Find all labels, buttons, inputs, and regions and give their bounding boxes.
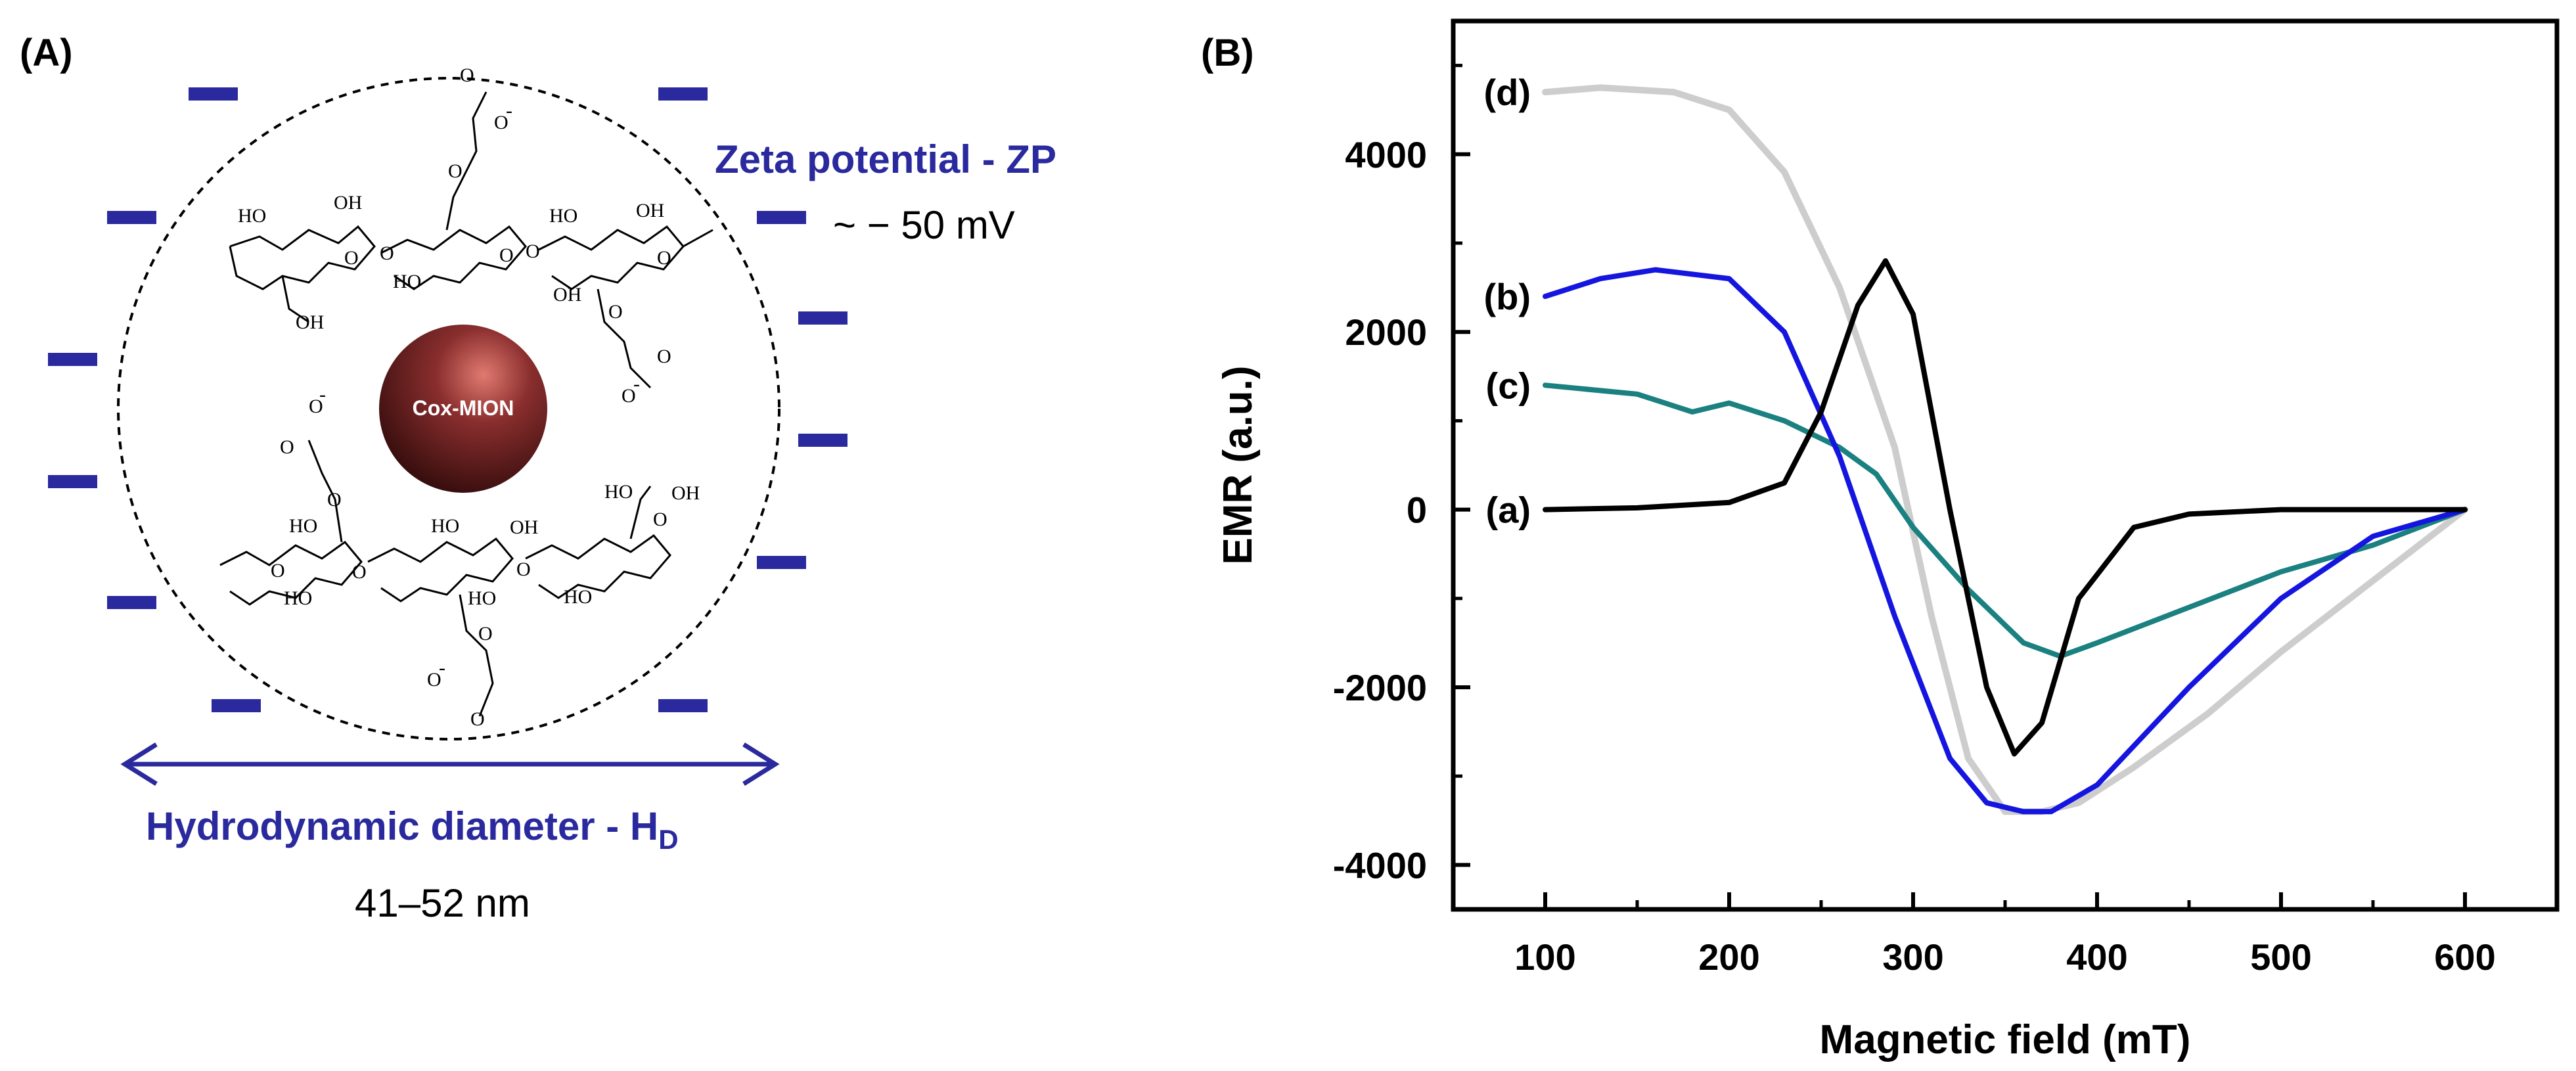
charge-minus-icon — [757, 556, 806, 569]
charge-minus-icon — [798, 311, 847, 325]
series-layer — [1542, 84, 2468, 815]
core-sphere — [379, 325, 547, 493]
svg-text:O: O — [657, 346, 671, 367]
charge-minus-icon — [798, 434, 847, 447]
series-c-label: (c) — [1486, 365, 1531, 406]
series-a-line — [1543, 258, 2468, 757]
svg-text:HO: HO — [284, 587, 312, 609]
svg-text:O: O — [280, 436, 294, 458]
svg-text:O: O — [621, 385, 636, 407]
svg-text:O: O — [380, 242, 394, 264]
core-label: Cox-MION — [413, 396, 514, 420]
emr-chart: 100 200 300 400 500 600 -4000 -2000 0 2000 4000 (a… — [1215, 18, 2560, 1062]
hd-value: 41–52 nm — [355, 881, 530, 925]
svg-text:-: - — [319, 384, 326, 405]
svg-text:O: O — [608, 301, 623, 323]
negative-charges — [48, 87, 847, 712]
svg-text:HO: HO — [431, 515, 459, 537]
y-tick-label: 2000 — [1345, 311, 1427, 353]
lower-dextran-chain — [219, 440, 671, 717]
panel-b-label: (B) — [1201, 32, 1254, 74]
svg-text:HO: HO — [549, 205, 577, 227]
charge-minus-icon — [189, 87, 238, 101]
svg-text:O: O — [653, 509, 667, 530]
hd-arrow-right-icon — [742, 742, 780, 786]
svg-text:O: O — [499, 244, 514, 266]
plot-frame — [1451, 18, 2560, 912]
y-tick-label: -2000 — [1333, 667, 1427, 708]
svg-text:O: O — [344, 247, 359, 269]
x-tick-label: 100 — [1514, 936, 1575, 978]
series-d-label: (d) — [1483, 72, 1531, 113]
series-a-label: (a) — [1486, 490, 1531, 531]
panel-b: (B) 100 200 300 400 500 600 -4000 -2000 0 2000 400… — [1201, 18, 2560, 1062]
svg-text:O: O — [448, 160, 463, 182]
svg-text:HO: HO — [604, 481, 633, 503]
svg-text:O: O — [470, 708, 485, 730]
svg-text:-: - — [633, 373, 640, 395]
svg-text:HO: HO — [393, 271, 421, 292]
svg-text:O: O — [352, 561, 367, 583]
svg-text:OH: OH — [334, 192, 362, 214]
series-labels: (a) (b) (c) (d) — [1483, 72, 1531, 530]
panel-a: (A) Zeta potential - ZP ~ − 50 mV Cox-MI… — [20, 32, 1056, 925]
upper-dextran-chain — [229, 91, 713, 389]
series-c-line — [1543, 382, 2468, 659]
axis-ticks: 100 200 300 400 500 600 -4000 -2000 0 2000 4000 — [1333, 64, 2559, 978]
hd-arrow-left-icon — [120, 742, 158, 786]
svg-text:OH: OH — [296, 311, 324, 333]
y-tick-label: 0 — [1407, 490, 1427, 531]
panel-a-label: (A) — [20, 32, 73, 74]
y-axis-label: EMR (a.u.) — [1215, 365, 1261, 564]
x-axis-label: Magnetic field (mT) — [1820, 1017, 2191, 1062]
svg-text:O: O — [494, 112, 508, 133]
lower-chain-text: O - O O O HO HO O HO OH HO O HO HO O OH … — [271, 384, 700, 730]
x-tick-label: 500 — [2250, 936, 2311, 978]
x-tick-label: 600 — [2434, 936, 2495, 978]
svg-text:O: O — [526, 240, 540, 262]
charge-minus-icon — [107, 211, 156, 224]
series-b-line — [1543, 267, 2468, 815]
svg-text:O: O — [427, 669, 441, 691]
svg-text:OH: OH — [510, 516, 538, 538]
charge-minus-icon — [48, 475, 97, 488]
svg-text:OH: OH — [553, 284, 581, 306]
svg-text:HO: HO — [564, 586, 592, 608]
svg-text:HO: HO — [289, 515, 317, 537]
hydration-shell-circle — [117, 77, 780, 741]
y-tick-label: -4000 — [1333, 844, 1427, 886]
zeta-potential-value: ~ − 50 mV — [833, 203, 1015, 247]
charge-minus-icon — [212, 699, 261, 712]
svg-text:O: O — [309, 396, 323, 417]
y-tick-label: 4000 — [1345, 134, 1427, 175]
svg-text:O: O — [478, 623, 493, 645]
x-tick-label: 300 — [1882, 936, 1943, 978]
series-b-label: (b) — [1483, 276, 1531, 317]
svg-text:-: - — [506, 100, 512, 122]
svg-text:O: O — [327, 489, 342, 511]
charge-minus-icon — [658, 699, 708, 712]
series-d-line — [1542, 84, 2468, 815]
svg-text:O: O — [271, 560, 285, 581]
charge-minus-icon — [658, 87, 708, 101]
charge-minus-icon — [757, 211, 806, 224]
charge-minus-icon — [48, 353, 97, 366]
svg-text:-: - — [439, 657, 445, 679]
hd-title: Hydrodynamic diameter - HD — [146, 804, 679, 855]
svg-text:HO: HO — [238, 205, 266, 227]
x-tick-label: 400 — [2066, 936, 2127, 978]
charge-minus-icon — [107, 596, 156, 609]
upper-chain-text: HO OH O O HO O O HO OH O OH OH O O O - O… — [238, 64, 671, 407]
svg-text:OH: OH — [671, 482, 700, 504]
svg-text:O: O — [460, 64, 474, 86]
svg-text:O: O — [657, 247, 671, 269]
svg-text:HO: HO — [468, 587, 496, 609]
svg-text:O: O — [516, 558, 531, 580]
svg-text:OH: OH — [636, 200, 664, 221]
x-tick-label: 200 — [1698, 936, 1759, 978]
zeta-potential-title: Zeta potential - ZP — [715, 137, 1056, 181]
